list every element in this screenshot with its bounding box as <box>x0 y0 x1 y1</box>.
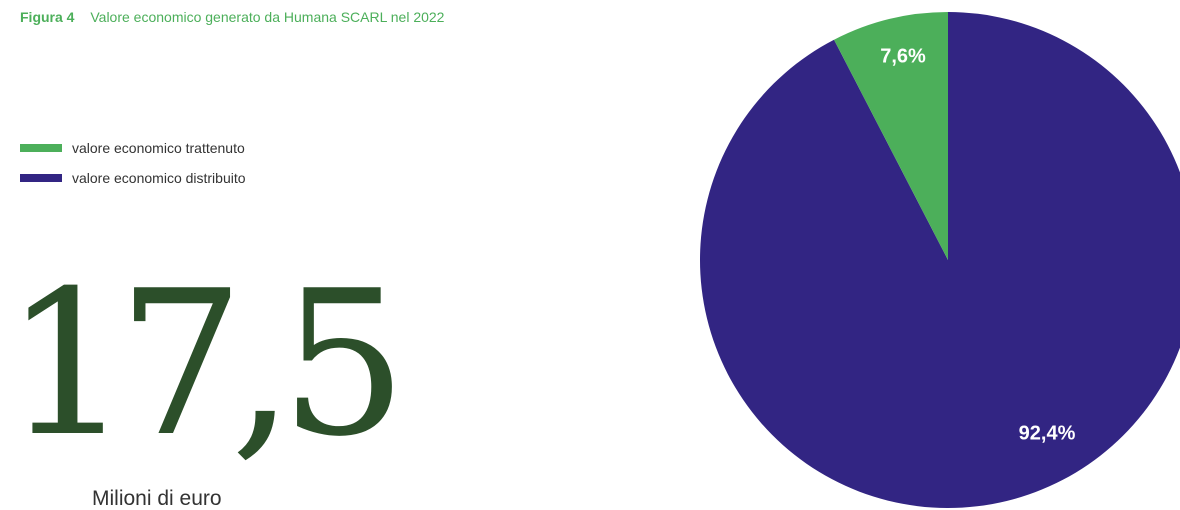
figure-label: Figura 4 <box>20 9 75 25</box>
legend-item-trattenuto: valore economico trattenuto <box>20 133 246 163</box>
legend-swatch-trattenuto <box>20 144 62 152</box>
legend-label-distribuito: valore economico distribuito <box>72 170 246 186</box>
legend-item-distribuito: valore economico distribuito <box>20 163 246 193</box>
pie-slice-distribuito <box>700 12 1180 508</box>
figure-header: Figura 4 Valore economico generato da Hu… <box>20 9 444 25</box>
total-value: 17,5 <box>4 248 407 481</box>
legend-swatch-distribuito <box>20 174 62 182</box>
total-unit-label: Milioni di euro <box>92 487 222 510</box>
figure-title: Valore economico generato da Humana SCAR… <box>90 9 445 25</box>
pie-data-label-trattenuto: 7,6% <box>880 45 926 67</box>
legend-label-trattenuto: valore economico trattenuto <box>72 140 245 156</box>
pie-data-label-distribuito: 92,4% <box>1019 422 1076 444</box>
pie-slice-trattenuto <box>834 11 948 260</box>
chart-legend: valore economico trattenuto valore econo… <box>20 133 246 193</box>
